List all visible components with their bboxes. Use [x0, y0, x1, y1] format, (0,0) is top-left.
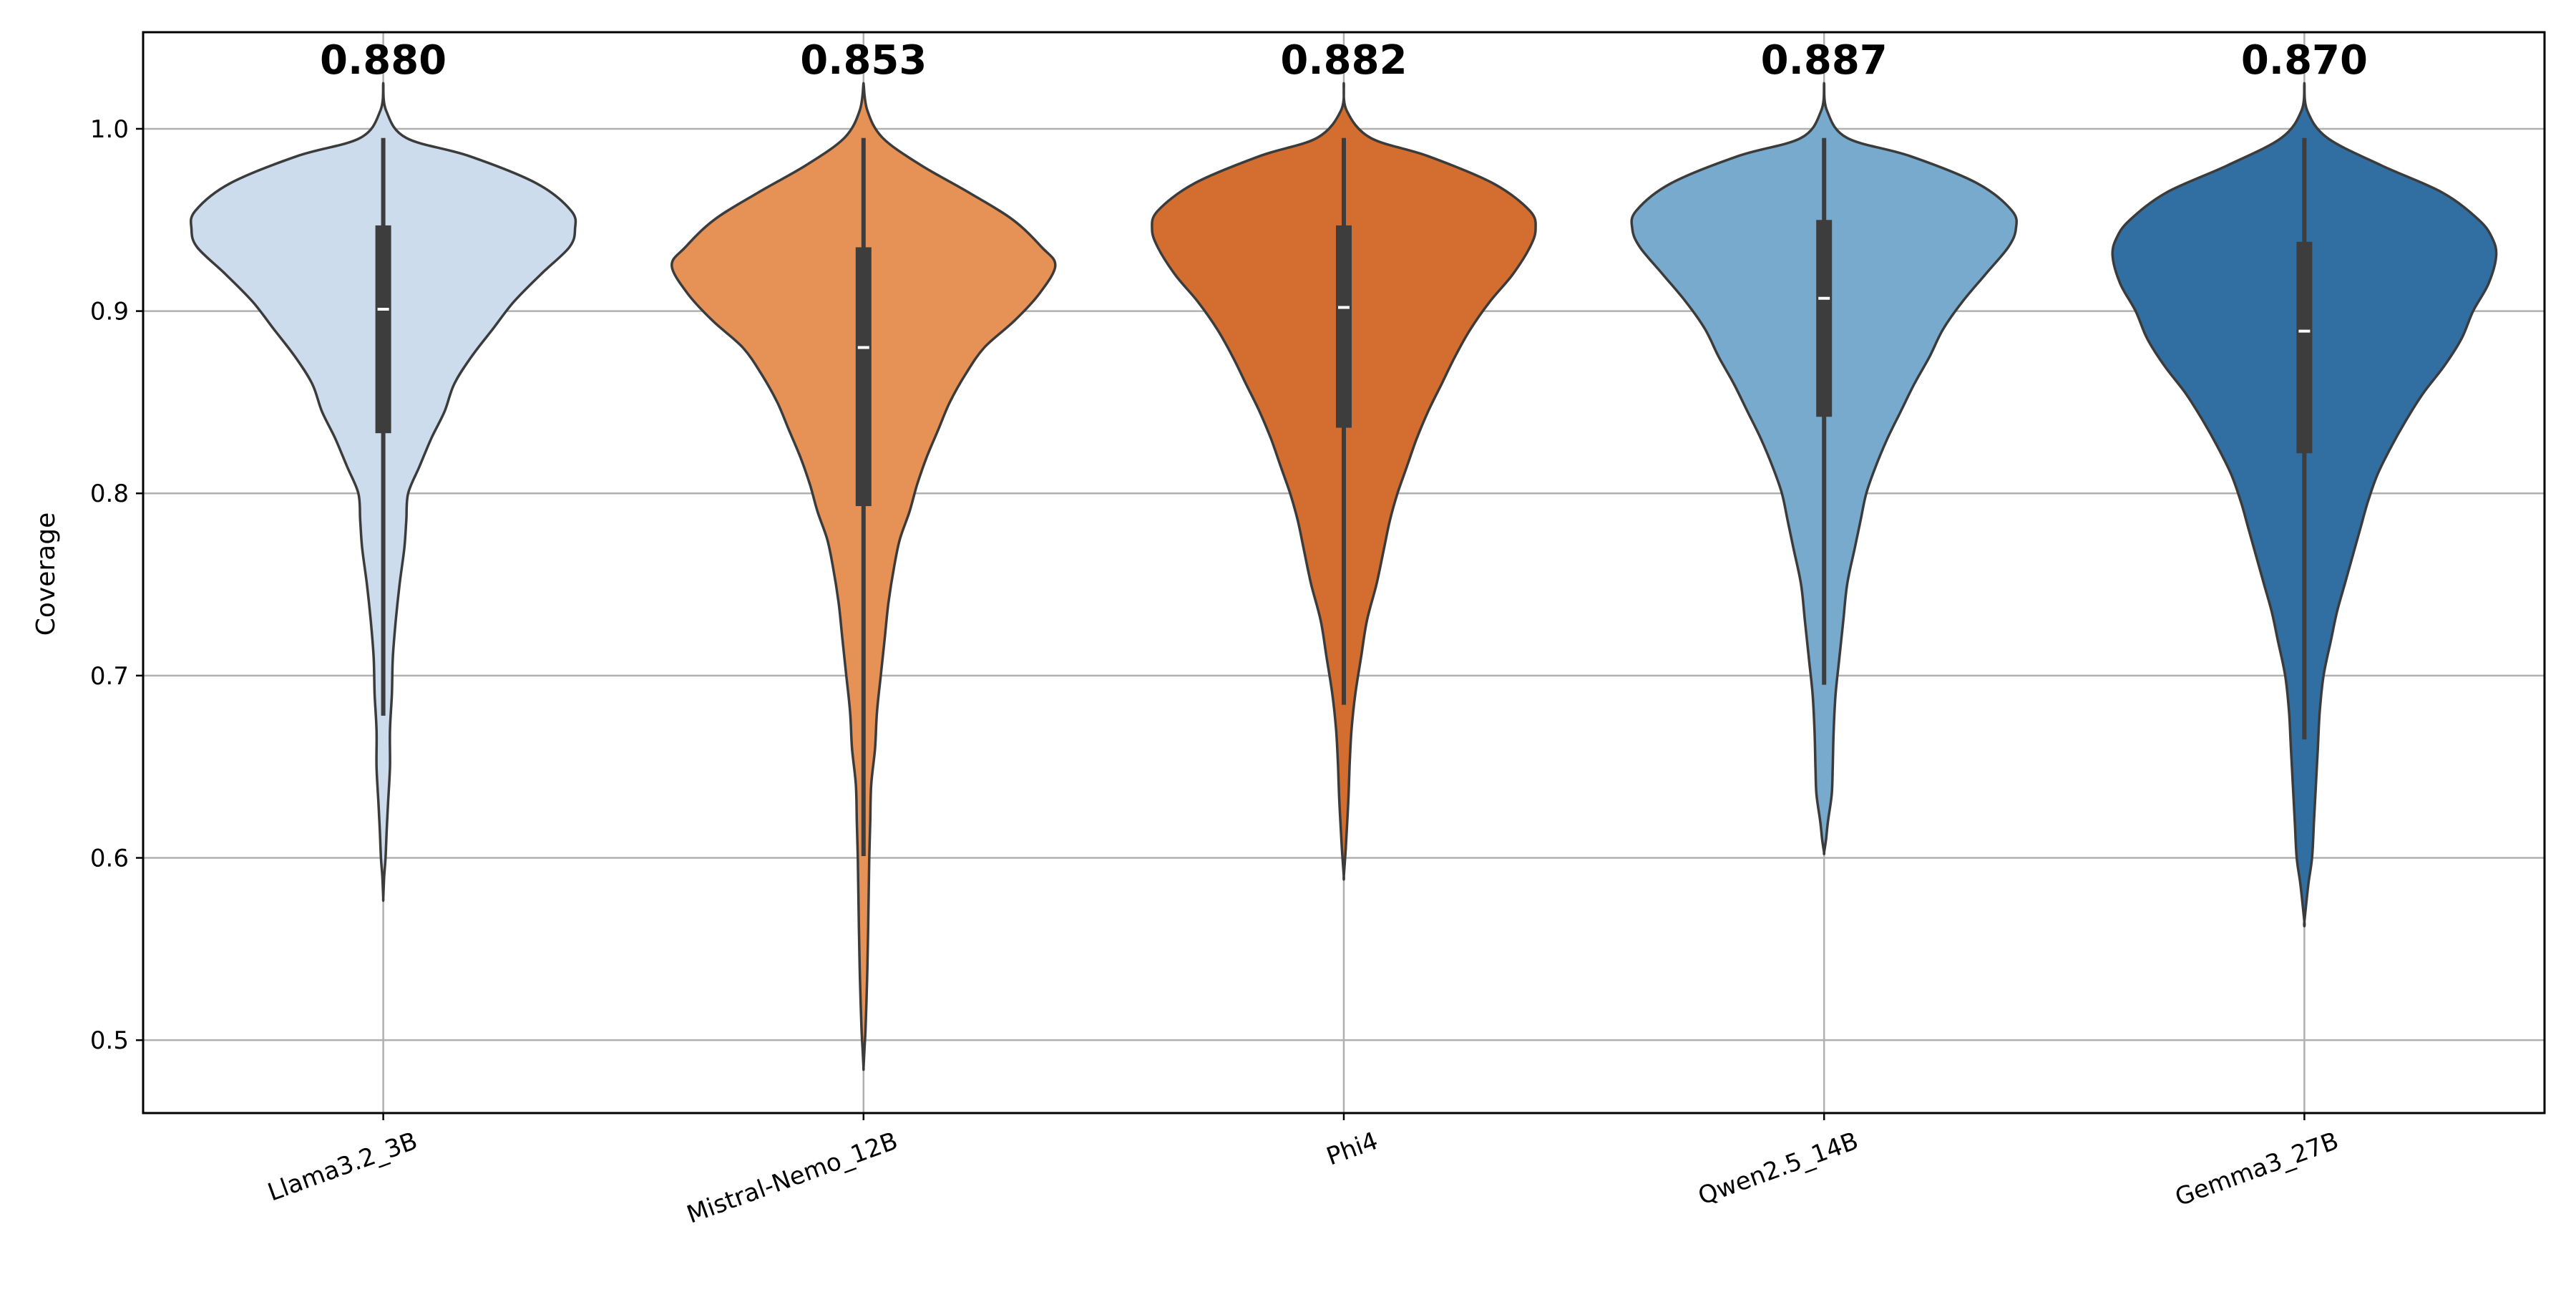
iqr-box-1	[375, 225, 391, 434]
y-tick-label: 0.6	[90, 845, 129, 873]
iqr-box-2	[855, 247, 872, 507]
iqr-box-3	[1336, 225, 1352, 428]
x-tick-label: Qwen2.5_14B	[1694, 1127, 1862, 1211]
iqr-box-4	[1816, 220, 1833, 417]
y-tick-label: 0.8	[90, 480, 129, 508]
y-tick-label: 0.7	[90, 662, 129, 691]
x-tick-label: Mistral-Nemo_12B	[683, 1127, 902, 1230]
x-tick-label: Gemma3_27B	[2172, 1127, 2343, 1213]
y-tick-label: 0.5	[90, 1026, 129, 1055]
y-tick-label: 0.9	[90, 298, 129, 326]
mean-annotations: 0.880 0.853 0.882 0.887 0.870	[320, 37, 2368, 84]
x-tick-label: Phi4	[1323, 1127, 1382, 1172]
iqr-box-5	[2296, 241, 2313, 454]
mean-label-4: 0.887	[1761, 37, 1888, 84]
mean-label-3: 0.882	[1280, 37, 1407, 84]
x-tick-label: Llama3.2_3B	[264, 1127, 421, 1208]
mean-label-5: 0.870	[2241, 37, 2368, 84]
x-axis: Llama3.2_3B Mistral-Nemo_12B Phi4 Qwen2.5_1…	[264, 1113, 2342, 1230]
y-tick-label: 1.0	[90, 115, 129, 144]
box-layer	[375, 137, 2313, 856]
mean-label-1: 0.880	[320, 37, 447, 84]
mean-label-2: 0.853	[800, 37, 927, 84]
y-axis: 0.5 0.6 0.7 0.8 0.9 1.0	[90, 115, 143, 1055]
y-axis-title: Coverage	[31, 513, 61, 636]
